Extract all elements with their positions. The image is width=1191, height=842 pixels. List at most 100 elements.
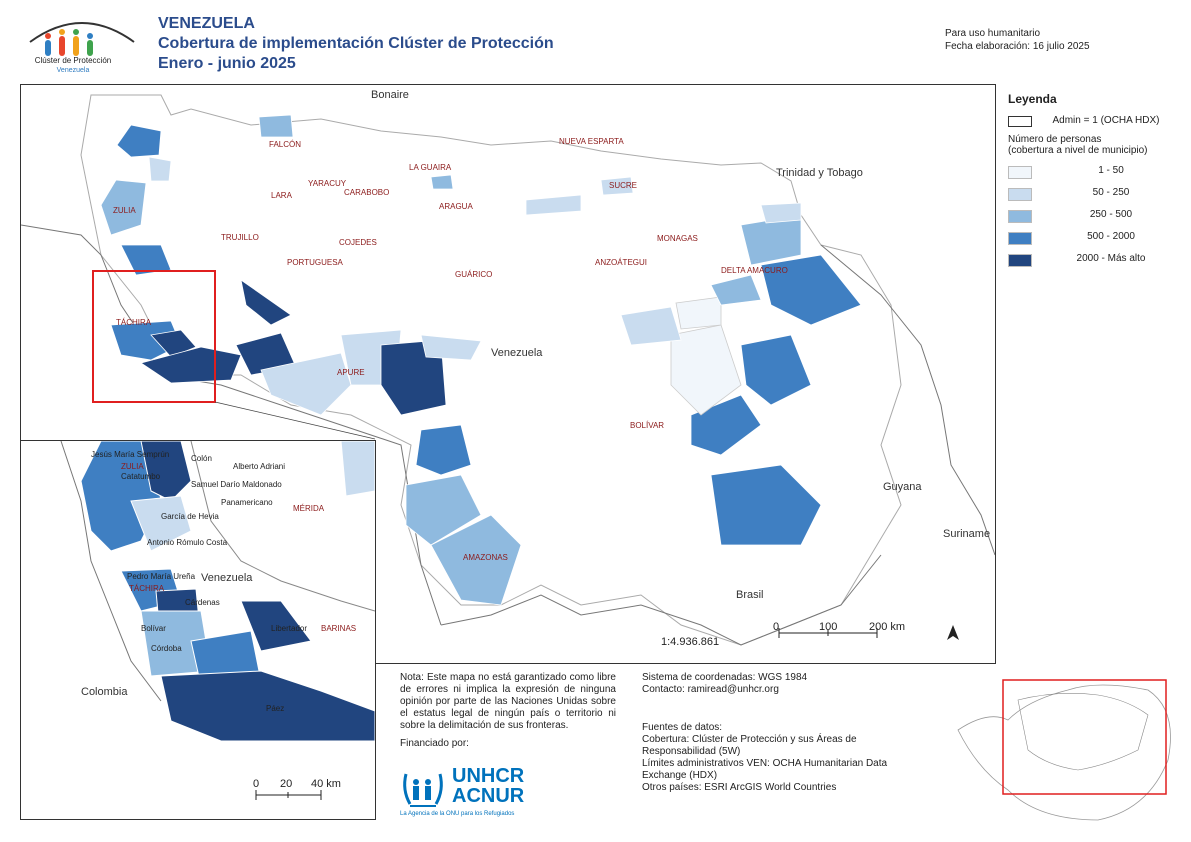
- north-arrow-icon: [947, 625, 959, 640]
- legend-class-2: 250 - 500: [1008, 206, 1183, 228]
- region-manuel-cedeno: [525, 194, 582, 216]
- inset-state-tachira: TÁCHIRA: [129, 584, 165, 593]
- state-portuguesa: PORTUGUESA: [287, 258, 344, 267]
- inset-locator-box: [92, 270, 216, 403]
- inset-state-merida: MÉRIDA: [293, 504, 325, 513]
- inset-label-garcia-hevia: García de Hevia: [161, 512, 219, 521]
- legend-swatch-2: [1008, 210, 1032, 223]
- map-info: Sistema de coordenadas: WGS 1984 Contact…: [642, 672, 972, 794]
- legend-label-2: 250 - 500: [1089, 209, 1133, 220]
- locator-map: [948, 670, 1188, 830]
- legend-class-4: 2000 - Más alto: [1008, 250, 1183, 272]
- state-cojedes: COJEDES: [339, 238, 377, 247]
- legend: Leyenda Admin = 1 (OCHA HDX) Número de p…: [1008, 92, 1183, 272]
- legend-title: Leyenda: [1008, 92, 1057, 106]
- scale-ratio: 1:4.936.861: [661, 636, 719, 648]
- state-nueva-esparta: NUEVA ESPARTA: [559, 137, 624, 146]
- unhcr-logo: UNHCR ACNUR La Agencia de la ONU para lo…: [400, 766, 550, 818]
- coord-system: Sistema de coordenadas: WGS 1984: [642, 672, 808, 683]
- state-zulia: ZULIA: [113, 206, 136, 215]
- region-pedernales: [760, 202, 802, 224]
- region-el-callao: [690, 394, 762, 456]
- region-caroni: [675, 296, 722, 330]
- inset-label-colon: Colón: [191, 454, 212, 463]
- legend-class-1: 50 - 250: [1008, 184, 1183, 206]
- inset-region-libertador: [240, 600, 312, 652]
- inset-label-jms: Jesús María Semprún: [91, 450, 169, 459]
- legend-admin-label: Admin = 1 (OCHA HDX): [1052, 115, 1160, 126]
- source-1: Cobertura: Clúster de Protección y sus Á…: [642, 734, 857, 757]
- region-atures: [415, 424, 472, 476]
- state-apure: APURE: [337, 368, 365, 377]
- elaboration-date: Fecha elaboración: 16 julio 2025: [945, 41, 1090, 52]
- label-venezuela: Venezuela: [491, 347, 543, 359]
- inset-region-garcia-hevia: [130, 495, 192, 552]
- unhcr-wordmark: UNHCR: [452, 765, 525, 787]
- region-heres: [620, 306, 682, 346]
- inset-label-alberto-adriani: Alberto Adriani: [233, 462, 285, 471]
- scale-tick-200: 200 km: [869, 621, 905, 633]
- label-suriname: Suriname: [943, 528, 990, 540]
- disclaimer-note: Nota: Este mapa no está garantizado como…: [400, 672, 616, 750]
- region-casacoima: [710, 274, 762, 306]
- source-2: Límites administrativos VEN: OCHA Humani…: [642, 758, 888, 781]
- legend-admin-swatch: [1008, 116, 1032, 127]
- region-romulo-gallegos: [260, 352, 352, 416]
- title-period: Enero - junio 2025: [158, 55, 296, 72]
- map-title: VENEZUELA Cobertura de implementación Cl…: [158, 14, 554, 74]
- state-amazonas: AMAZONAS: [463, 553, 508, 562]
- label-guyana: Guyana: [883, 481, 922, 493]
- region-la-guaira: [430, 174, 454, 190]
- legend-swatch-1: [1008, 188, 1032, 201]
- region-san-fernando: [420, 334, 482, 361]
- disclaimer-text: Nota: Este mapa no está garantizado como…: [400, 672, 616, 731]
- region-tachira: [110, 320, 182, 361]
- inset-label-cordoba: Córdoba: [151, 644, 182, 653]
- state-monagas: MONAGAS: [657, 234, 698, 243]
- sources-title: Fuentes de datos:: [642, 722, 723, 733]
- humanitarian-use: Para uso humanitario: [945, 28, 1041, 39]
- region-bolivar-tachira: [150, 329, 197, 358]
- legend-label-4: 2000 - Más alto: [1076, 253, 1146, 264]
- state-guarico: GUÁRICO: [455, 270, 492, 279]
- inset-label-venezuela: Venezuela: [201, 572, 253, 584]
- region-carirubana: [258, 114, 294, 138]
- legend-label-0: 1 - 50: [1098, 165, 1124, 176]
- legend-swatch-4: [1008, 254, 1032, 267]
- region-autana: [405, 474, 482, 546]
- state-trujillo: TRUJILLO: [221, 233, 259, 242]
- acnur-wordmark: ACNUR: [452, 785, 525, 807]
- source-3: Otros países: ESRI ArcGIS World Countrie…: [642, 782, 837, 793]
- legend-class-0: 1 - 50: [1008, 162, 1183, 184]
- inset-scale-40: 40 km: [311, 778, 341, 790]
- legend-class-3: 500 - 2000: [1008, 228, 1183, 250]
- inset-label-libertador: Libertador: [271, 624, 307, 633]
- legend-subtitle: Número de personas (cobertura a nivel de…: [1008, 134, 1183, 156]
- legend-subtitle-1: Número de personas: [1008, 134, 1102, 145]
- scale-tick-0: 0: [773, 621, 779, 633]
- region-gran-sabana: [710, 464, 822, 546]
- inset-state-zulia: ZULIA: [121, 462, 144, 471]
- main-map[interactable]: Bonaire Trinidad y Tobago Venezuela Guya…: [20, 84, 996, 664]
- inset-scale-20: 20: [280, 778, 292, 790]
- region-mara: [116, 124, 162, 158]
- funded-by: Financiado por:: [400, 738, 469, 749]
- contact: Contacto: ramiread@unhcr.org: [642, 684, 779, 695]
- locator-extent-box: [1002, 679, 1167, 795]
- logo-text: Clúster de Protección: [34, 56, 112, 65]
- legend-label-3: 500 - 2000: [1087, 231, 1135, 242]
- state-yaracuy: YARACUY: [308, 179, 347, 188]
- inset-region-colon: [140, 440, 192, 502]
- region-sifontes: [740, 334, 812, 406]
- state-carabobo: CARABOBO: [344, 188, 389, 197]
- label-bonaire: Bonaire: [371, 89, 409, 101]
- state-delta-amacuro: DELTA AMACURO: [721, 266, 788, 275]
- unhcr-tagline: La Agencia de la ONU para los Refugiados: [400, 811, 515, 817]
- region-piar-roscio: [670, 324, 742, 416]
- legend-swatch-0: [1008, 166, 1032, 179]
- map-meta: Para uso humanitario Fecha elaboración: …: [945, 27, 1090, 53]
- inset-map[interactable]: ZULIA MÉRIDA TÁCHIRA BARINAS Venezuela C…: [20, 440, 376, 820]
- label-brasil: Brasil: [736, 589, 764, 601]
- label-trinidad: Trinidad y Tobago: [776, 167, 863, 179]
- state-tachira: TÁCHIRA: [116, 318, 152, 327]
